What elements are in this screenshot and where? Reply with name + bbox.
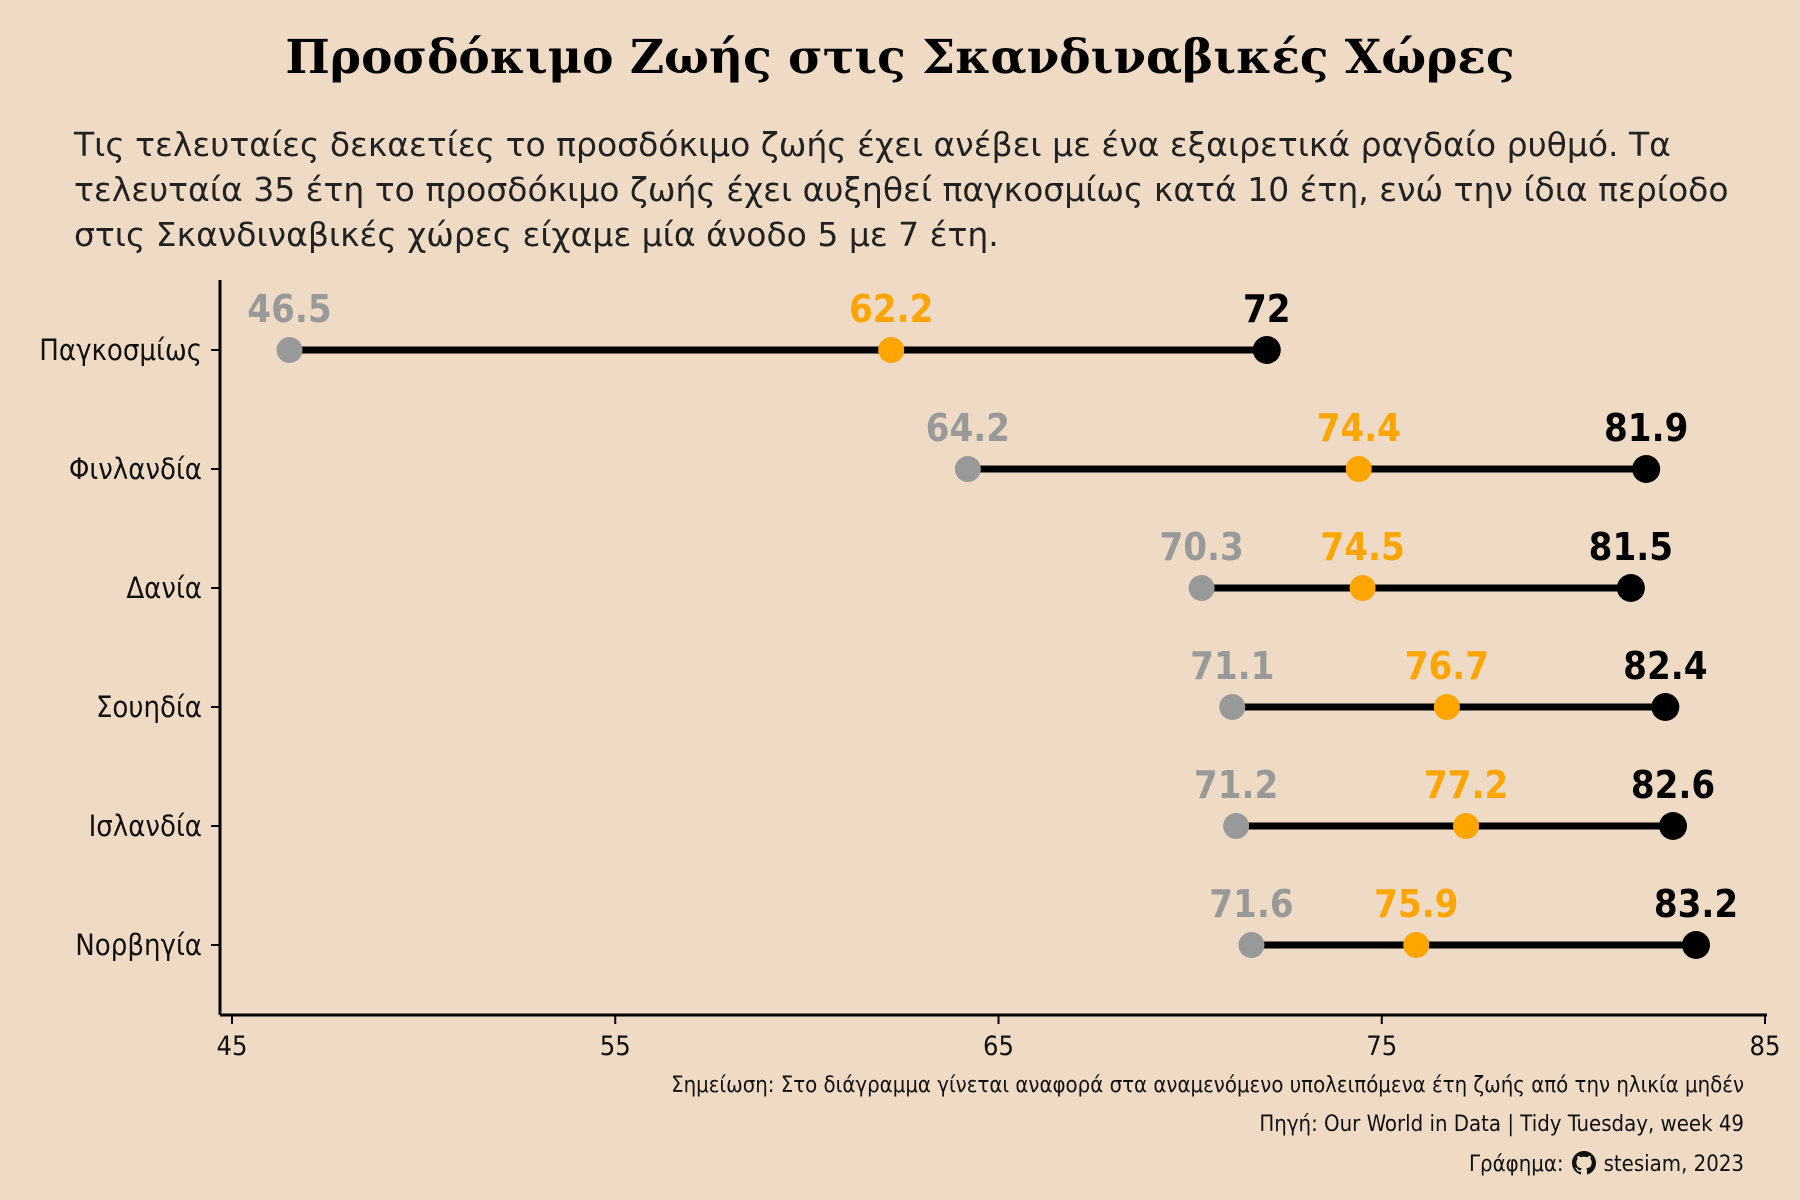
data-label: 46.5: [247, 287, 331, 331]
x-tick-label: 75: [1366, 1031, 1397, 1062]
data-point: [1238, 932, 1265, 958]
caption-note: Σημείωση: Στο διάγραμμα γίνεται αναφορά …: [671, 1073, 1744, 1098]
x-tick-label: 65: [983, 1031, 1014, 1062]
credit-prefix: Γράφημα:: [1469, 1152, 1564, 1177]
data-point: [1345, 456, 1372, 482]
data-point: [1188, 575, 1215, 601]
data-label: 71.1: [1190, 644, 1274, 688]
data-label: 81.5: [1589, 525, 1673, 569]
data-point: [276, 337, 303, 363]
caption-source: Πηγή: Our World in Data | Tidy Tuesday, …: [1259, 1112, 1744, 1137]
data-label: 74.4: [1317, 406, 1401, 450]
data-label: 71.2: [1194, 763, 1278, 807]
category-label: Νορβηγία: [75, 928, 202, 962]
credit-author: stesiam, 2023: [1603, 1152, 1744, 1177]
data-point: [954, 456, 981, 482]
data-label: 64.2: [926, 406, 1010, 450]
data-label: 72: [1243, 287, 1291, 331]
x-tick-label: 45: [217, 1031, 248, 1062]
data-point: [1252, 336, 1281, 364]
data-label: 82.6: [1631, 763, 1715, 807]
data-label: 81.9: [1604, 406, 1688, 450]
x-tick-label: 55: [600, 1031, 631, 1062]
data-point: [1651, 693, 1680, 721]
chart-title: Προσδόκιμο Ζωής στις Σκανδιναβικές Χώρες: [285, 30, 1515, 85]
data-point: [1403, 932, 1430, 958]
x-tick-label: 85: [1750, 1031, 1781, 1062]
data-point: [1433, 694, 1460, 720]
data-point: [1453, 813, 1480, 839]
category-label: Ισλανδία: [89, 809, 202, 843]
data-point: [878, 337, 905, 363]
category-label: Σουηδία: [96, 690, 202, 724]
github-icon: [1571, 1151, 1596, 1175]
data-label: 83.2: [1654, 882, 1738, 926]
data-point: [1349, 575, 1376, 601]
data-point: [1632, 455, 1661, 483]
data-point: [1682, 931, 1711, 959]
data-label: 62.2: [849, 287, 933, 331]
category-label: Φινλανδία: [69, 452, 202, 486]
data-label: 75.9: [1374, 882, 1458, 926]
data-label: 77.2: [1424, 763, 1508, 807]
chart-subtitle: Τις τελευταίες δεκαετίες το προσδόκιμο ζ…: [74, 125, 1729, 254]
data-point: [1219, 694, 1246, 720]
category-label: Παγκοσμίως: [39, 333, 202, 367]
data-label: 82.4: [1623, 644, 1707, 688]
data-label: 74.5: [1320, 525, 1404, 569]
data-label: 76.7: [1405, 644, 1489, 688]
data-label: 70.3: [1159, 525, 1243, 569]
data-point: [1616, 574, 1645, 602]
data-point: [1659, 812, 1688, 840]
category-label: Δανία: [126, 571, 202, 605]
data-point: [1223, 813, 1250, 839]
data-label: 71.6: [1209, 882, 1293, 926]
caption-credit: Γράφημα: stesiam, 2023: [1469, 1151, 1744, 1177]
